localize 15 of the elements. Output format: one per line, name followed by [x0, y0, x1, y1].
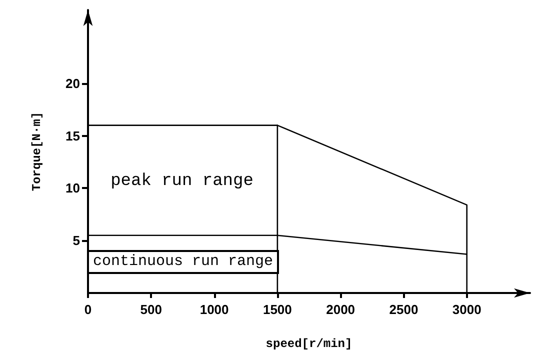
- x-axis-title: speed[r/min]: [266, 337, 352, 351]
- annotation: continuous run range: [86, 250, 280, 274]
- y-tick-label: 15: [66, 128, 80, 144]
- y-tick-label: 10: [66, 180, 80, 196]
- y-tick-label: 20: [66, 76, 80, 91]
- x-tick-label: 2500: [389, 302, 418, 317]
- x-tick-label: 1500: [262, 302, 292, 317]
- x-tick-label: 500: [140, 302, 162, 317]
- x-tick-label: 2000: [326, 302, 356, 317]
- annotation: peak run range: [110, 170, 254, 193]
- x-tick-label: 0: [84, 302, 92, 317]
- x-tick-label: 3000: [452, 302, 482, 317]
- x-tick-label: 1000: [200, 302, 229, 317]
- y-tick-label: 5: [72, 233, 80, 248]
- y-axis-title: Torque[N·m]: [30, 112, 44, 192]
